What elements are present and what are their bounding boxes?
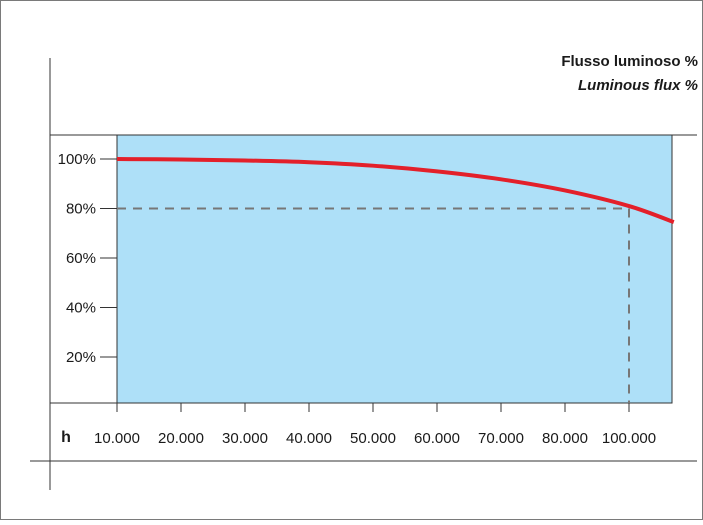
- y-tick-label: 100%: [58, 151, 96, 168]
- x-tick-label: 50.000: [350, 430, 396, 447]
- x-tick-label: 30.000: [222, 430, 268, 447]
- x-tick-label: 80.000: [542, 430, 588, 447]
- reference-lines: [117, 207, 630, 403]
- x-axis-ticks: 10.000 20.000 30.000 40.000 50.000 60.000 70.0…: [94, 403, 656, 447]
- y-tick-label: 60%: [66, 250, 96, 267]
- plot-area: [116, 134, 673, 404]
- x-tick-label: 40.000: [286, 430, 332, 447]
- y-axis-ticks: 100% 80% 60% 40% 20%: [58, 151, 117, 366]
- x-tick-label: 10.000: [94, 430, 140, 447]
- x-axis-title: h: [61, 429, 71, 446]
- y-tick-label: 80%: [66, 201, 96, 218]
- y-tick-label: 40%: [66, 300, 96, 317]
- x-tick-label: 100.000: [602, 430, 656, 447]
- x-tick-label: 60.000: [414, 430, 460, 447]
- series-group: [116, 157, 675, 224]
- chart-title: Flusso luminoso %: [561, 53, 698, 70]
- x-tick-label: 70.000: [478, 430, 524, 447]
- x-tick-label: 20.000: [158, 430, 204, 447]
- chart-subtitle: Luminous flux %: [578, 77, 698, 94]
- y-tick-label: 20%: [66, 349, 96, 366]
- series-line: [116, 157, 675, 224]
